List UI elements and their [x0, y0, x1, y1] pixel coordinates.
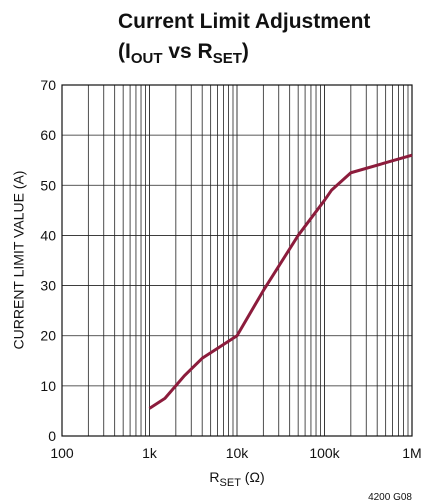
title-part: ) [242, 40, 249, 63]
title-part: (I [118, 40, 131, 63]
data-line [148, 153, 413, 410]
x-axis-label: RSET (Ω) [209, 469, 264, 489]
title-part: OUT [131, 50, 163, 67]
x-tick-label: 1k [142, 445, 158, 461]
x-tick-label: 10k [226, 445, 250, 461]
label-part: SET [220, 477, 242, 489]
plot-frame [61, 84, 413, 437]
figure-note: 4200 G08 [368, 492, 412, 503]
y-axis-label: CURRENT LIMIT VALUE (A) [11, 171, 27, 350]
x-tick-label: 1M [402, 445, 421, 461]
y-tick-label: 30 [40, 278, 56, 294]
title-part: vs R [163, 40, 213, 63]
y-tick-label: 40 [40, 227, 56, 243]
y-tick-label: 0 [48, 428, 56, 444]
chart-title: (IOUT vs RSET) [118, 40, 249, 67]
y-tick-label: 20 [40, 328, 56, 344]
chart-title: Current Limit Adjustment [118, 10, 370, 33]
y-tick-label: 10 [40, 378, 56, 394]
y-tick-label: 50 [40, 177, 56, 193]
label-part: (Ω) [241, 469, 265, 485]
title-part: SET [213, 50, 242, 67]
x-tick-label: 100 [50, 445, 74, 461]
label-part: R [209, 469, 219, 485]
y-tick-label: 70 [40, 77, 56, 93]
x-tick-label: 100k [309, 445, 340, 461]
y-tick-label: 60 [40, 127, 56, 143]
